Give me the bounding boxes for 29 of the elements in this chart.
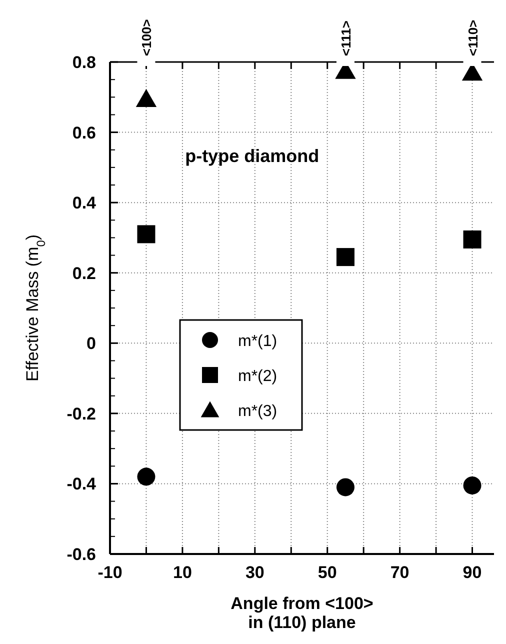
x-tick-label: 90 (462, 563, 482, 582)
y-tick-label: 0 (86, 334, 96, 354)
legend-label: m*(2) (238, 368, 278, 385)
annotation: <110> (465, 19, 480, 56)
x-tick-label: 30 (245, 563, 264, 582)
point (136, 89, 157, 107)
point (336, 478, 354, 496)
point (463, 476, 482, 494)
point (137, 225, 156, 244)
point (336, 248, 354, 266)
legend-label: m*(3) (238, 403, 278, 420)
x-axis-title: Angle from <100> in (110) plane (230, 594, 374, 632)
annotation: <100> (139, 18, 154, 56)
y-tick-label: 0.6 (72, 123, 96, 142)
x-tick-label: 70 (390, 563, 410, 582)
y-tick-label: -0.6 (66, 545, 96, 564)
y-tick-label: 0.4 (72, 194, 97, 213)
y-tick-label: 0.2 (72, 264, 96, 283)
point (137, 468, 156, 486)
y-tick-label: -0.2 (66, 404, 96, 424)
x-tick-label: -10 (98, 563, 122, 582)
point (463, 230, 482, 248)
annotation: p-type diamond (185, 146, 320, 166)
y-tick-label: -0.4 (66, 474, 97, 494)
x-tick-label: 10 (172, 563, 192, 582)
annotation: <111> (338, 20, 354, 56)
x-tick-label: 50 (318, 563, 337, 582)
legend-label: m*(1) (238, 333, 278, 350)
y-tick-label: 0.8 (72, 53, 96, 72)
